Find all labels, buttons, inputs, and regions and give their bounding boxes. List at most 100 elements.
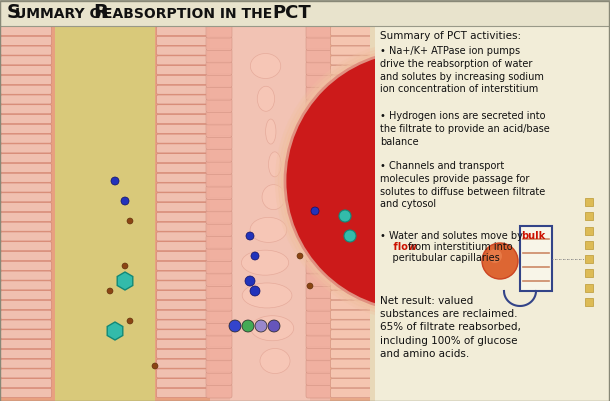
Circle shape xyxy=(122,263,128,269)
FancyBboxPatch shape xyxy=(331,232,373,241)
FancyBboxPatch shape xyxy=(306,86,332,100)
Circle shape xyxy=(152,363,158,369)
FancyBboxPatch shape xyxy=(306,111,332,125)
FancyBboxPatch shape xyxy=(1,261,51,270)
FancyBboxPatch shape xyxy=(331,310,373,319)
FancyBboxPatch shape xyxy=(206,272,232,286)
FancyBboxPatch shape xyxy=(1,251,51,261)
FancyBboxPatch shape xyxy=(1,369,51,378)
FancyBboxPatch shape xyxy=(1,291,51,300)
FancyBboxPatch shape xyxy=(157,154,207,163)
FancyBboxPatch shape xyxy=(306,36,332,51)
FancyBboxPatch shape xyxy=(157,134,207,143)
FancyBboxPatch shape xyxy=(157,379,207,388)
Circle shape xyxy=(482,243,518,279)
Bar xyxy=(585,284,593,292)
FancyBboxPatch shape xyxy=(306,272,332,286)
Bar xyxy=(585,241,593,249)
FancyBboxPatch shape xyxy=(157,281,207,290)
FancyBboxPatch shape xyxy=(206,235,232,249)
FancyBboxPatch shape xyxy=(157,369,207,378)
FancyBboxPatch shape xyxy=(157,124,207,134)
FancyBboxPatch shape xyxy=(157,271,207,280)
Ellipse shape xyxy=(260,348,290,373)
Bar xyxy=(330,26,375,401)
FancyBboxPatch shape xyxy=(206,136,232,150)
FancyBboxPatch shape xyxy=(331,26,373,36)
FancyBboxPatch shape xyxy=(331,242,373,251)
FancyBboxPatch shape xyxy=(206,347,232,361)
FancyBboxPatch shape xyxy=(1,105,51,114)
FancyBboxPatch shape xyxy=(1,164,51,172)
FancyBboxPatch shape xyxy=(331,193,373,202)
FancyBboxPatch shape xyxy=(1,85,51,94)
FancyBboxPatch shape xyxy=(1,203,51,212)
FancyBboxPatch shape xyxy=(157,46,207,55)
Ellipse shape xyxy=(257,86,275,111)
FancyBboxPatch shape xyxy=(331,124,373,134)
FancyBboxPatch shape xyxy=(206,124,232,137)
Circle shape xyxy=(285,51,545,311)
Text: bulk: bulk xyxy=(521,231,545,241)
Bar xyxy=(585,227,593,235)
FancyBboxPatch shape xyxy=(206,160,232,174)
Circle shape xyxy=(344,230,356,242)
FancyBboxPatch shape xyxy=(157,359,207,368)
Text: flow: flow xyxy=(380,242,417,252)
FancyBboxPatch shape xyxy=(157,164,207,172)
FancyBboxPatch shape xyxy=(206,297,232,311)
FancyBboxPatch shape xyxy=(1,115,51,124)
FancyBboxPatch shape xyxy=(306,124,332,137)
Bar xyxy=(375,26,610,401)
FancyBboxPatch shape xyxy=(206,111,232,125)
FancyBboxPatch shape xyxy=(331,369,373,378)
FancyBboxPatch shape xyxy=(157,242,207,251)
FancyBboxPatch shape xyxy=(331,389,373,397)
FancyBboxPatch shape xyxy=(206,384,232,398)
FancyBboxPatch shape xyxy=(157,95,207,104)
FancyBboxPatch shape xyxy=(206,310,232,324)
Bar xyxy=(55,26,155,401)
Circle shape xyxy=(255,320,267,332)
FancyBboxPatch shape xyxy=(331,203,373,212)
FancyBboxPatch shape xyxy=(1,232,51,241)
Bar xyxy=(210,26,330,401)
FancyBboxPatch shape xyxy=(306,136,332,150)
FancyBboxPatch shape xyxy=(306,185,332,199)
FancyBboxPatch shape xyxy=(157,232,207,241)
FancyBboxPatch shape xyxy=(306,223,332,237)
Bar xyxy=(585,255,593,263)
Circle shape xyxy=(246,232,254,240)
FancyBboxPatch shape xyxy=(1,183,51,192)
FancyBboxPatch shape xyxy=(206,247,232,261)
FancyBboxPatch shape xyxy=(157,36,207,45)
FancyBboxPatch shape xyxy=(331,359,373,368)
FancyBboxPatch shape xyxy=(157,291,207,300)
FancyBboxPatch shape xyxy=(1,134,51,143)
FancyBboxPatch shape xyxy=(1,359,51,368)
FancyBboxPatch shape xyxy=(206,185,232,199)
FancyBboxPatch shape xyxy=(206,334,232,348)
FancyBboxPatch shape xyxy=(1,271,51,280)
FancyBboxPatch shape xyxy=(1,330,51,339)
FancyBboxPatch shape xyxy=(206,372,232,386)
Circle shape xyxy=(251,252,259,260)
FancyBboxPatch shape xyxy=(1,320,51,329)
FancyBboxPatch shape xyxy=(1,144,51,153)
FancyBboxPatch shape xyxy=(306,160,332,174)
Text: R: R xyxy=(93,4,108,22)
Text: • Water and solutes move by: • Water and solutes move by xyxy=(380,231,526,241)
FancyBboxPatch shape xyxy=(1,213,51,221)
Circle shape xyxy=(107,288,113,294)
Bar xyxy=(0,0,610,26)
Text: EABSORPTION IN THE: EABSORPTION IN THE xyxy=(103,7,277,21)
FancyBboxPatch shape xyxy=(306,198,332,212)
FancyBboxPatch shape xyxy=(1,56,51,65)
FancyBboxPatch shape xyxy=(306,322,332,336)
FancyBboxPatch shape xyxy=(206,359,232,373)
Text: UMMARY OF: UMMARY OF xyxy=(15,7,116,21)
FancyBboxPatch shape xyxy=(157,213,207,221)
FancyBboxPatch shape xyxy=(306,260,332,274)
FancyBboxPatch shape xyxy=(1,26,51,36)
FancyBboxPatch shape xyxy=(206,285,232,299)
